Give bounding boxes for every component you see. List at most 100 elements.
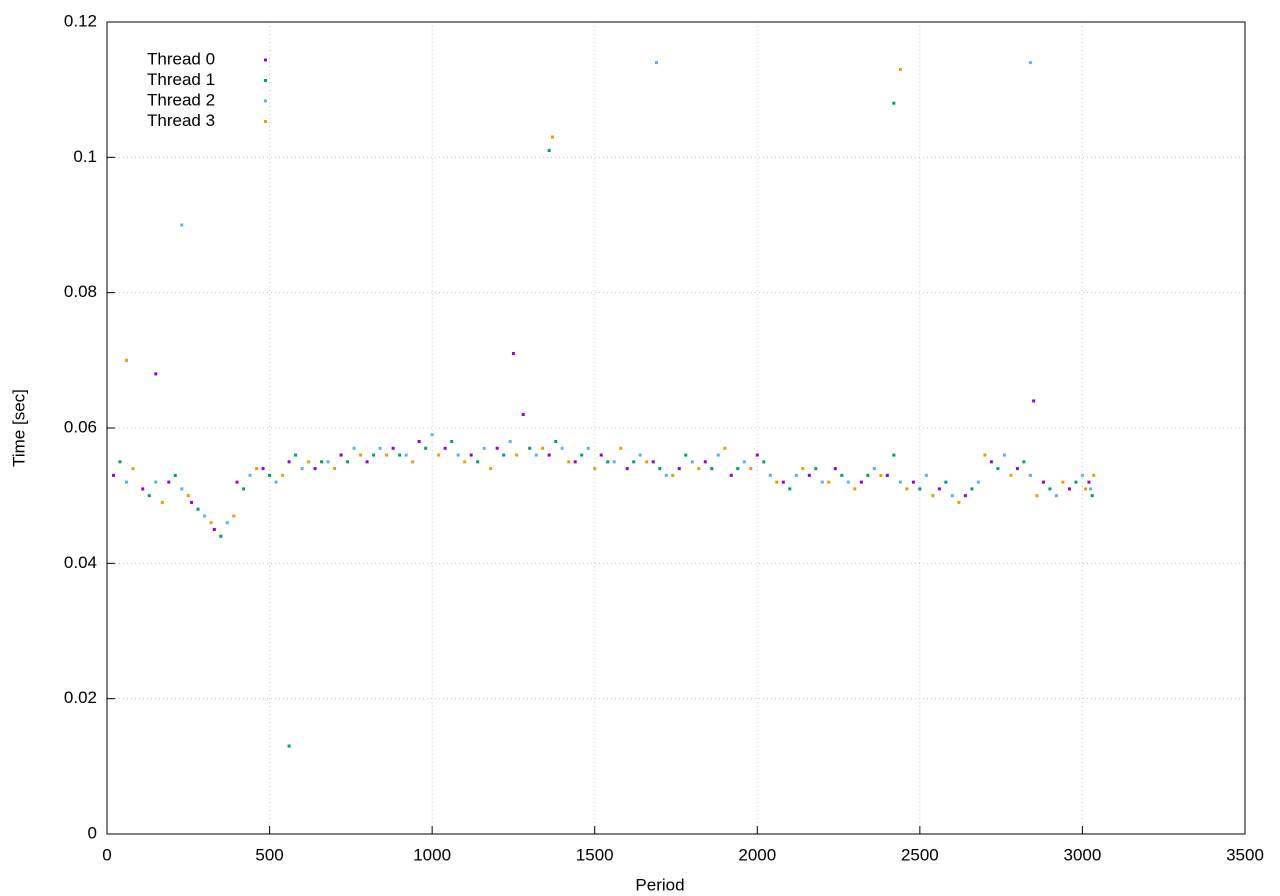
data-point — [242, 487, 246, 491]
data-point — [892, 101, 896, 105]
data-point — [1032, 399, 1036, 403]
data-point — [255, 467, 259, 471]
x-tick-label: 1000 — [413, 845, 451, 864]
data-point — [554, 440, 558, 444]
data-point — [118, 460, 122, 464]
data-point — [248, 473, 252, 477]
data-point — [1048, 487, 1052, 491]
data-point — [476, 460, 480, 464]
x-tick-label: 3500 — [1226, 845, 1264, 864]
data-point — [541, 446, 545, 450]
data-point — [684, 453, 688, 457]
data-point — [924, 473, 928, 477]
data-point — [612, 460, 616, 464]
y-axis-label: Time [sec] — [9, 389, 28, 467]
data-point — [333, 467, 337, 471]
data-point — [762, 460, 766, 464]
data-point — [528, 446, 532, 450]
data-point — [1009, 473, 1013, 477]
data-point — [742, 460, 746, 464]
data-point — [814, 467, 818, 471]
data-point — [547, 149, 551, 153]
data-point — [729, 473, 733, 477]
data-point — [723, 446, 727, 450]
data-point — [840, 473, 844, 477]
legend-marker — [264, 99, 267, 103]
data-point — [482, 446, 486, 450]
x-tick-label: 3000 — [1064, 845, 1102, 864]
data-point — [1080, 473, 1084, 477]
data-point — [560, 446, 564, 450]
data-point — [502, 453, 506, 457]
data-point — [853, 487, 857, 491]
x-axis-label: Period — [635, 875, 684, 894]
data-point — [872, 467, 876, 471]
data-point — [313, 467, 317, 471]
data-point — [944, 480, 948, 484]
data-point — [534, 453, 538, 457]
data-point — [970, 487, 974, 491]
data-point — [801, 467, 805, 471]
data-point — [232, 514, 236, 518]
data-point — [1015, 467, 1019, 471]
y-tick-label: 0.02 — [64, 688, 97, 707]
data-point — [346, 460, 350, 464]
data-point — [1022, 460, 1026, 464]
data-point — [794, 473, 798, 477]
data-point — [287, 460, 291, 464]
data-point — [1087, 480, 1091, 484]
data-point — [1054, 494, 1058, 498]
data-point — [521, 412, 525, 416]
data-point — [619, 446, 623, 450]
data-point — [918, 487, 922, 491]
data-point — [1061, 480, 1065, 484]
data-point — [235, 480, 239, 484]
data-point — [261, 467, 265, 471]
legend-marker — [264, 120, 267, 123]
data-point — [989, 460, 993, 464]
data-point — [703, 460, 707, 464]
data-point — [749, 467, 753, 471]
data-point — [846, 480, 850, 484]
data-point — [931, 494, 935, 498]
data-point — [495, 446, 499, 450]
data-point — [352, 446, 356, 450]
data-point — [664, 473, 668, 477]
data-point — [651, 460, 655, 464]
data-point — [131, 467, 135, 471]
data-point — [593, 467, 597, 471]
data-point — [186, 494, 190, 498]
y-tick-label: 0.04 — [64, 553, 97, 572]
data-point — [645, 460, 649, 464]
data-point — [885, 473, 889, 477]
data-point — [781, 480, 785, 484]
data-point — [307, 460, 311, 464]
data-point — [326, 460, 330, 464]
data-point — [268, 473, 272, 477]
y-tick-label: 0.12 — [64, 11, 97, 30]
data-point — [1028, 473, 1032, 477]
data-point — [180, 487, 184, 491]
data-point — [511, 352, 515, 356]
data-point — [300, 467, 304, 471]
data-point — [606, 460, 610, 464]
data-point — [424, 446, 428, 450]
data-point — [697, 467, 701, 471]
data-point — [320, 460, 324, 464]
data-point — [547, 453, 551, 457]
data-point — [898, 67, 902, 71]
data-point — [1002, 453, 1006, 457]
data-point — [411, 460, 415, 464]
data-point — [378, 446, 382, 450]
data-point — [125, 480, 129, 484]
data-point — [385, 453, 389, 457]
data-point — [833, 467, 837, 471]
data-point — [154, 480, 158, 484]
data-point — [879, 473, 883, 477]
data-point — [225, 521, 229, 525]
data-point — [892, 453, 896, 457]
data-point — [212, 528, 216, 531]
data-point — [996, 467, 1000, 471]
data-point — [654, 61, 658, 65]
